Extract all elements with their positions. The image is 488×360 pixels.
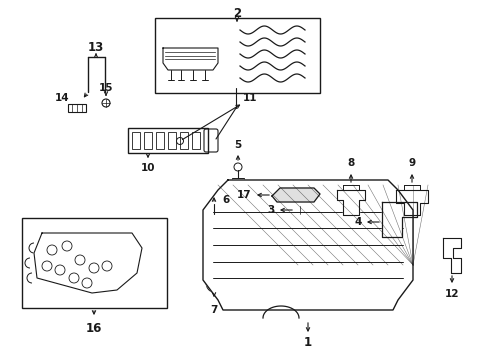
Bar [241, 194, 244, 199]
Text: 1: 1 [304, 337, 311, 350]
Bar [237, 194, 240, 199]
Text: 5: 5 [234, 140, 241, 150]
Bar [180, 132, 187, 149]
Bar [192, 132, 200, 149]
Text: 17: 17 [236, 190, 251, 200]
Bar [294, 206, 316, 214]
Bar [231, 178, 244, 194]
Bar [22, 218, 167, 308]
Text: 12: 12 [444, 289, 458, 299]
Polygon shape [203, 180, 412, 310]
Text: 11: 11 [242, 93, 257, 103]
Text: 16: 16 [85, 321, 102, 334]
Bar [168, 132, 176, 149]
Text: 10: 10 [141, 163, 155, 173]
Bar [232, 194, 236, 199]
Bar [128, 128, 207, 153]
Bar [132, 132, 140, 149]
Text: 6: 6 [222, 195, 229, 205]
Bar [155, 18, 319, 93]
Bar [143, 132, 152, 149]
Text: 15: 15 [99, 83, 113, 93]
Bar [156, 132, 163, 149]
Polygon shape [381, 202, 416, 237]
Text: 7: 7 [210, 305, 217, 315]
Text: 3: 3 [267, 205, 274, 215]
Bar [68, 104, 86, 112]
Text: 14: 14 [55, 93, 69, 103]
Text: 13: 13 [88, 41, 104, 54]
Polygon shape [163, 48, 218, 70]
Polygon shape [271, 188, 319, 202]
Text: 8: 8 [346, 158, 354, 168]
Polygon shape [34, 233, 142, 293]
Text: 9: 9 [407, 158, 415, 168]
Polygon shape [442, 238, 460, 273]
Text: 2: 2 [232, 6, 241, 19]
Text: 4: 4 [354, 217, 361, 227]
Polygon shape [395, 190, 427, 215]
Polygon shape [336, 190, 364, 215]
